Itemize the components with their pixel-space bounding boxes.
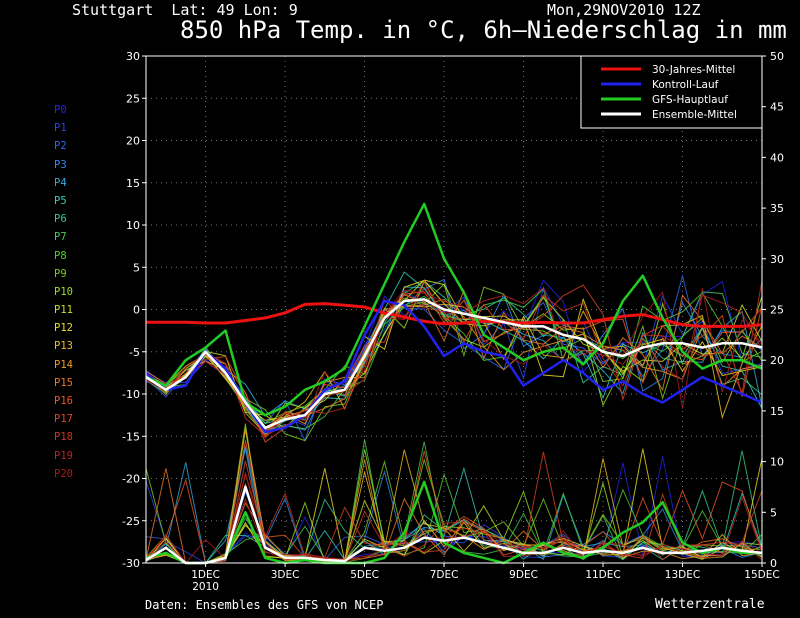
member-label: P8 [54, 249, 67, 262]
member-label: P10 [54, 285, 73, 298]
member-label: P17 [54, 413, 73, 426]
left-tick-label: 5 [133, 261, 140, 274]
right-tick-label: 10 [770, 456, 784, 469]
left-tick-label: 15 [126, 177, 140, 190]
member-temp-line [145, 284, 763, 439]
member-temp-line [145, 271, 763, 425]
run-time-label: Mon,29NOV2010 12Z [547, 1, 701, 19]
right-tick-label: 35 [770, 202, 784, 215]
left-tick-label: 10 [126, 219, 140, 232]
brand-label: Wetterzentrale [655, 597, 765, 612]
x-tick-label: 11DEC [585, 569, 620, 581]
member-label: P1 [54, 122, 67, 135]
right-tick-label: 25 [770, 304, 784, 317]
member-label: P16 [54, 395, 73, 407]
member-label: P4 [54, 176, 67, 189]
left-tick-label: -30 [122, 557, 140, 570]
right-tick-label: 20 [770, 354, 784, 367]
member-temp-line [145, 285, 763, 435]
x-tick-label: 9DEC [509, 569, 538, 581]
member-precip-line [145, 440, 763, 564]
chart-series [145, 202, 763, 565]
right-tick-label: 40 [770, 151, 784, 164]
left-tick-label: -25 [122, 515, 140, 528]
member-label: P13 [54, 340, 73, 353]
x-tick-label: 1DEC [191, 569, 220, 581]
member-temp-line [145, 280, 763, 435]
data-source-note: Daten: Ensembles des GFS von NCEP [145, 598, 384, 612]
right-tick-label: 45 [770, 101, 784, 114]
right-tick-label: 0 [770, 557, 777, 570]
member-label: P3 [54, 158, 67, 171]
left-tick-label: 30 [126, 50, 140, 63]
left-tick-label: 25 [126, 92, 140, 105]
ensemble-member-list: P0 P1 P2 P3 P4 P5 P6 P7 P8 P9 P10 P11 P12 P13 P14 P15 P1… [54, 101, 73, 483]
series-line-niederschlag-gfs-hauptlauf [145, 480, 762, 565]
x-tick-sublabel: 2010 [192, 581, 219, 593]
x-tick-label: 13DEC [665, 569, 700, 581]
series-line-niederschlag-ensemble-mittel [145, 485, 763, 565]
chart-title: 850 hPa Temp. in °C, 6h–Niederschlag in … [180, 16, 787, 44]
series-line-30-jahres-mittel [146, 302, 763, 328]
chart-axes: -30 -25 -20 -15 -10 -5 0 5 10 15 20 25 30 0 5 10 15 20 25 3… [122, 50, 784, 593]
member-label: P6 [54, 213, 67, 226]
member-temp-line [145, 279, 763, 430]
member-label: P5 [54, 194, 67, 207]
member-label: P20 [54, 467, 73, 480]
legend-label: Ensemble-Mittel [652, 109, 737, 121]
member-label: P11 [54, 304, 73, 317]
chart-legend: 30-Jahres-Mittel Kontroll-Lauf GFS-Hauptla… [580, 55, 763, 129]
legend-label: Kontroll-Lauf [652, 79, 719, 91]
member-temp-line [145, 298, 763, 431]
ensemble-member-lines [145, 271, 763, 565]
left-tick-label: -5 [129, 346, 140, 359]
x-tick-label: 7DEC [430, 569, 459, 581]
legend-label: GFS-Hauptlauf [652, 94, 728, 106]
x-tick-label: 3DEC [271, 569, 300, 581]
x-tick-label: 5DEC [350, 569, 379, 581]
member-label: P19 [54, 449, 73, 462]
left-tick-label: 20 [126, 135, 140, 148]
member-temp-line [145, 279, 763, 437]
x-tick-label: 15DEC [744, 569, 779, 581]
right-tick-label: 50 [770, 50, 784, 63]
member-precip-line [145, 495, 763, 564]
member-label: P12 [54, 322, 73, 335]
right-tick-label: 15 [770, 405, 784, 418]
member-precip-line [145, 472, 763, 564]
location-label: Stuttgart Lat: 49 Lon: 9 [72, 1, 298, 19]
member-label: P18 [54, 431, 73, 444]
member-label: P15 [54, 376, 73, 389]
member-label: P2 [54, 140, 67, 153]
left-tick-label: -15 [122, 430, 140, 443]
left-tick-label: -10 [122, 388, 140, 401]
member-precip-line [145, 481, 763, 564]
legend-label: 30-Jahres-Mittel [652, 64, 735, 76]
right-tick-label: 5 [770, 506, 777, 519]
left-tick-label: 0 [133, 304, 140, 317]
member-temp-line [145, 288, 763, 437]
member-precip-line [145, 445, 763, 564]
member-label: P14 [54, 358, 73, 371]
member-label: P9 [54, 267, 67, 280]
series-line-ensemble-mittel [145, 298, 763, 430]
right-tick-label: 30 [770, 253, 784, 266]
member-precip-line [145, 450, 763, 564]
member-label: P0 [54, 104, 67, 116]
left-tick-label: -20 [122, 473, 140, 486]
series-line-gfs-hauptlauf [145, 202, 763, 417]
member-label: P7 [54, 231, 67, 244]
